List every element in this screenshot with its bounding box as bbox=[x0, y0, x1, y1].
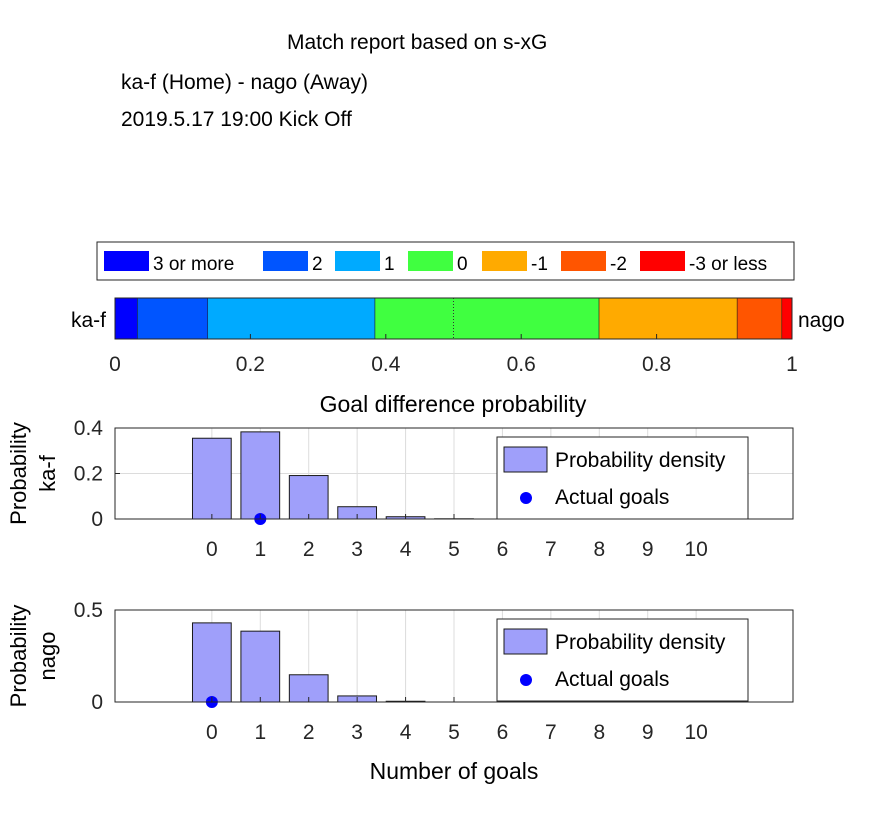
legend-swatch bbox=[482, 251, 527, 271]
gd-segment bbox=[137, 297, 208, 340]
legend-label: Actual goals bbox=[555, 668, 669, 691]
x-tick-label: 4 bbox=[400, 721, 412, 744]
legend-swatch bbox=[640, 251, 685, 271]
gd-tick-label: 1 bbox=[786, 353, 798, 376]
y-tick-label: 0.4 bbox=[74, 417, 104, 440]
legend-label: Probability density bbox=[555, 631, 726, 654]
legend-label: 0 bbox=[457, 254, 468, 275]
legend-swatch bbox=[503, 628, 548, 655]
legend-swatch bbox=[335, 251, 380, 271]
gd-tick-label: 0.6 bbox=[507, 353, 536, 376]
y-tick-label: 0.5 bbox=[74, 599, 103, 622]
legend-swatch bbox=[408, 251, 453, 271]
gd-axes-box bbox=[114, 297, 793, 340]
kickoff-time: 2019.5.17 19:00 Kick Off bbox=[121, 108, 352, 131]
legend-marker bbox=[520, 674, 532, 686]
gd-right-team: nago bbox=[798, 309, 845, 332]
gd-tick-label: 0.2 bbox=[236, 353, 265, 376]
gd-tick-label: 0.4 bbox=[371, 353, 401, 376]
x-tick-label: 9 bbox=[642, 538, 654, 561]
legend-label: -3 or less bbox=[689, 254, 767, 275]
gd-tick-label: 0.8 bbox=[642, 353, 671, 376]
gd-segment bbox=[736, 297, 783, 340]
gd-segment bbox=[374, 297, 600, 340]
probability-bar bbox=[240, 630, 281, 703]
x-tick-label: 5 bbox=[448, 538, 460, 561]
y-axis-label: Probability bbox=[6, 605, 31, 708]
x-tick-label: 9 bbox=[642, 721, 654, 744]
legend-label: Actual goals bbox=[555, 486, 669, 509]
y-axis-label: Probability bbox=[6, 422, 31, 525]
probability-bar bbox=[288, 475, 329, 520]
gd-segment bbox=[598, 297, 738, 340]
x-tick-label: 6 bbox=[497, 721, 509, 744]
y-tick-label: 0 bbox=[91, 691, 103, 714]
x-tick-label: 4 bbox=[400, 538, 412, 561]
x-tick-label: 7 bbox=[545, 721, 557, 744]
x-tick-label: 0 bbox=[206, 538, 218, 561]
x-axis-label: Number of goals bbox=[370, 758, 539, 784]
legend-swatch bbox=[503, 446, 548, 473]
team-label: nago bbox=[35, 632, 60, 681]
legend-swatch bbox=[561, 251, 606, 271]
probability-bar bbox=[191, 437, 232, 520]
gd-segment bbox=[781, 297, 793, 340]
legend-label: -2 bbox=[610, 254, 627, 275]
x-tick-label: 1 bbox=[254, 538, 266, 561]
gd-title: Goal difference probability bbox=[320, 391, 587, 417]
legend-marker bbox=[520, 492, 532, 504]
x-tick-label: 3 bbox=[351, 538, 363, 561]
gd-tick-label: 0 bbox=[109, 353, 121, 376]
x-tick-label: 10 bbox=[684, 721, 707, 744]
chart-title: Match report based on s-xG bbox=[287, 31, 548, 54]
x-tick-label: 0 bbox=[206, 721, 218, 744]
y-tick-label: 0.2 bbox=[74, 463, 103, 486]
x-tick-label: 7 bbox=[545, 538, 557, 561]
x-tick-label: 1 bbox=[254, 721, 266, 744]
legend-swatch bbox=[263, 251, 308, 271]
legend-label: 2 bbox=[312, 254, 323, 275]
legend-label: 3 or more bbox=[153, 254, 234, 275]
x-tick-label: 10 bbox=[684, 538, 707, 561]
x-tick-label: 5 bbox=[448, 721, 460, 744]
legend-label: Probability density bbox=[555, 449, 726, 472]
x-tick-label: 2 bbox=[303, 538, 315, 561]
legend-swatch bbox=[104, 251, 149, 271]
x-tick-label: 2 bbox=[303, 721, 315, 744]
gd-segment bbox=[207, 297, 376, 340]
legend-label: 1 bbox=[384, 254, 395, 275]
team-label: ka-f bbox=[35, 454, 60, 492]
probability-bar bbox=[240, 431, 281, 520]
gd-left-team: ka-f bbox=[71, 309, 106, 332]
x-tick-label: 3 bbox=[351, 721, 363, 744]
y-tick-label: 0 bbox=[91, 508, 103, 531]
probability-bar bbox=[191, 622, 232, 703]
x-tick-label: 6 bbox=[497, 538, 509, 561]
legend-label: -1 bbox=[531, 254, 548, 275]
gd-segment bbox=[114, 297, 138, 340]
match-teams: ka-f (Home) - nago (Away) bbox=[121, 71, 369, 94]
x-tick-label: 8 bbox=[593, 721, 605, 744]
x-tick-label: 8 bbox=[593, 538, 605, 561]
